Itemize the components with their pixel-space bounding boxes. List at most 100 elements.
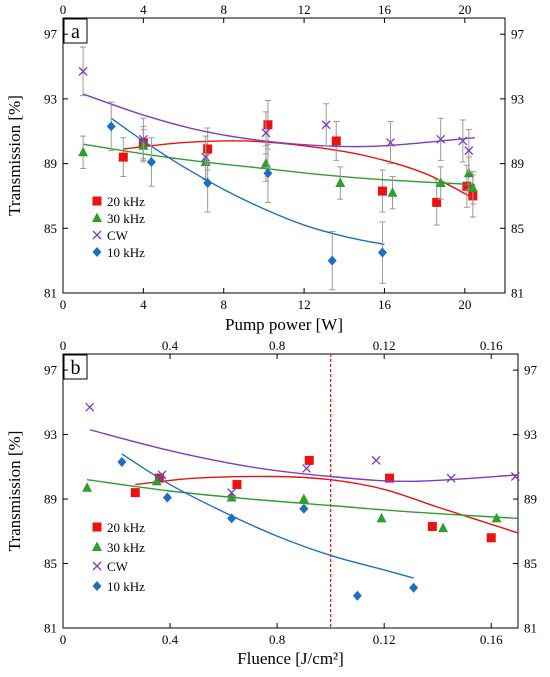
- fit-line: [89, 429, 519, 483]
- legend-marker: [92, 196, 102, 206]
- x-tick-label: 16: [378, 297, 392, 312]
- data-point: [226, 491, 237, 502]
- series-30-khz: [82, 475, 519, 533]
- legend-label: CW: [107, 559, 129, 574]
- y-tick-label-right: 97: [511, 27, 525, 42]
- y-tick-label-right: 89: [511, 156, 524, 171]
- y-tick-label-right: 89: [524, 492, 537, 507]
- data-point: [386, 138, 395, 148]
- data-point: [458, 136, 468, 146]
- data-point: [151, 475, 162, 486]
- x-tick-label: 12: [298, 297, 311, 312]
- data-point: [352, 590, 362, 601]
- panel-label-box: [63, 354, 88, 380]
- legend-label: CW: [107, 228, 129, 243]
- top-tick-label: 12: [298, 2, 311, 17]
- series-20-khz: [118, 100, 478, 226]
- data-point: [463, 167, 474, 178]
- top-tick-label: 0.16: [480, 338, 503, 353]
- data-point: [438, 522, 449, 533]
- data-point: [436, 134, 446, 144]
- data-point: [446, 473, 456, 483]
- y-tick-label-right: 81: [524, 621, 537, 636]
- x-tick-label: 0: [60, 632, 67, 647]
- data-point: [387, 187, 398, 197]
- legend-label: 10 kHz: [107, 245, 145, 260]
- top-tick-label: 16: [378, 2, 392, 17]
- fit-line: [135, 475, 519, 534]
- x-axis-title: Fluence [J/cm²]: [237, 649, 344, 668]
- fit-line: [110, 117, 385, 246]
- y-tick-label-right: 97: [524, 363, 538, 378]
- data-point: [327, 255, 337, 266]
- data-point: [227, 488, 237, 498]
- data-point: [78, 66, 88, 76]
- data-point: [409, 582, 419, 593]
- legend-marker: [92, 541, 102, 551]
- data-point: [321, 120, 331, 130]
- fit-line: [121, 453, 414, 579]
- data-point: [261, 128, 271, 138]
- panel-label: a: [71, 21, 80, 43]
- panel-label: b: [71, 357, 81, 379]
- series-20-khz: [130, 455, 519, 543]
- data-point: [203, 144, 213, 154]
- x-tick-label: 0: [60, 297, 67, 312]
- legend-marker: [92, 522, 102, 532]
- data-point: [486, 533, 496, 543]
- y-axis-title: Transmission [%]: [5, 431, 24, 552]
- data-point: [331, 136, 341, 146]
- data-point: [106, 121, 116, 132]
- y-tick-label: 97: [44, 363, 58, 378]
- data-point: [232, 480, 242, 490]
- data-point: [298, 493, 309, 504]
- legend-marker: [92, 247, 102, 257]
- top-tick-label: 0: [60, 338, 67, 353]
- fit-line: [123, 140, 476, 200]
- data-point: [377, 186, 387, 196]
- y-tick-label: 81: [44, 621, 57, 636]
- y-tick-label: 93: [44, 91, 57, 106]
- data-point: [118, 152, 128, 162]
- fit-line: [82, 93, 475, 148]
- data-point: [335, 177, 346, 187]
- top-tick-label: 8: [220, 2, 227, 17]
- data-point: [462, 181, 472, 191]
- legend-label: 20 kHz: [107, 520, 145, 535]
- series-cw: [78, 46, 475, 179]
- y-tick-label: 85: [44, 556, 57, 571]
- y-tick-label-right: 81: [511, 286, 524, 301]
- x-axis-title: Pump power [W]: [225, 315, 343, 334]
- top-tick-label: 0.12: [373, 338, 396, 353]
- data-point: [432, 197, 442, 207]
- y-tick-label: 81: [44, 286, 57, 301]
- top-tick-label: 0.4: [162, 338, 179, 353]
- data-point: [130, 488, 140, 498]
- x-tick-label: 0.16: [480, 632, 503, 647]
- y-tick-label-right: 93: [511, 91, 524, 106]
- data-point: [435, 177, 446, 187]
- legend-label: 10 kHz: [107, 579, 145, 594]
- data-point: [260, 158, 271, 168]
- x-tick-label: 4: [140, 297, 147, 312]
- x-tick-label: 0.8: [269, 632, 285, 647]
- data-point: [78, 146, 89, 157]
- y-axis-title: Transmission [%]: [5, 95, 24, 216]
- data-point: [510, 472, 520, 481]
- y-tick-label-right: 85: [511, 221, 524, 236]
- plot-frame: [62, 353, 519, 629]
- fit-line: [86, 479, 519, 520]
- data-point: [201, 152, 211, 162]
- data-point: [162, 492, 172, 503]
- panel-label-box: [63, 18, 88, 44]
- data-point: [385, 473, 395, 483]
- y-tick-label: 97: [44, 27, 58, 42]
- data-point: [377, 247, 387, 258]
- legend-marker: [92, 212, 102, 222]
- data-point: [299, 503, 309, 514]
- data-point: [464, 146, 474, 156]
- fit-line: [82, 143, 475, 186]
- data-point: [263, 120, 273, 130]
